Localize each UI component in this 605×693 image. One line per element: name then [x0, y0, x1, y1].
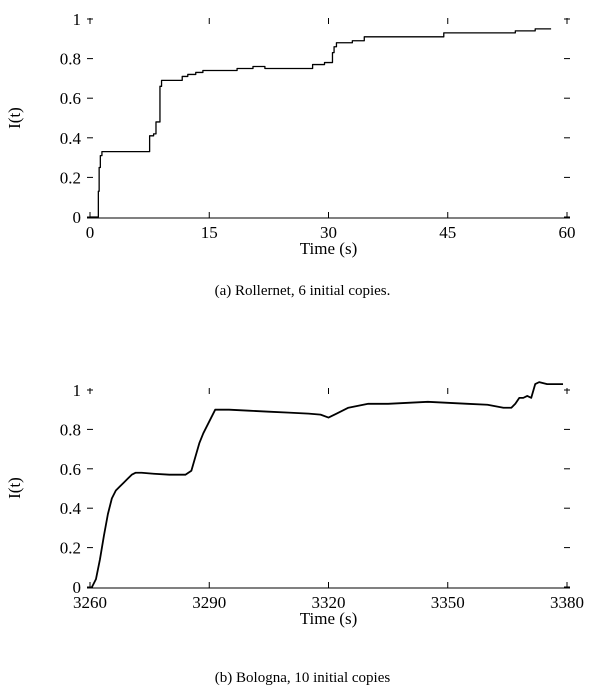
bologna-axes: 0 0.2 0.4 0.6 0.8 1 3260 3290 3320 3350 3380: [60, 381, 584, 612]
caption-bologna: (b) Bologna, 10 initial copies: [214, 670, 391, 686]
rollernet-ytick-label: 0.6: [60, 89, 81, 108]
bologna-ytick-label: 0.6: [60, 460, 81, 479]
bologna-y-axis-title: I(t): [5, 477, 24, 499]
rollernet-xtick-label: 30: [320, 223, 337, 242]
rollernet-ytick-label: 0.8: [60, 50, 81, 69]
rollernet-x-axis-title: Time (s): [300, 239, 357, 258]
chart-bologna: 0 0.2 0.4 0.6 0.8 1 3260 3290 3320 3350 3380 Time (…: [5, 381, 584, 628]
rollernet-xtick-label: 15: [201, 223, 218, 242]
bologna-xtick-label: 3350: [431, 593, 465, 612]
bologna-x-axis-title: Time (s): [300, 609, 357, 628]
bologna-ytick-label: 0.2: [60, 539, 81, 558]
bologna-xtick-label: 3290: [192, 593, 226, 612]
caption-rollernet: (a) Rollernet, 6 initial copies.: [214, 283, 391, 299]
rollernet-ytick-label: 0.4: [60, 129, 82, 148]
rollernet-y-axis-title: I(t): [5, 107, 24, 129]
bologna-xtick-label: 3380: [550, 593, 584, 612]
bologna-ytick-label: 0: [73, 578, 82, 597]
rollernet-xtick-label: 0: [86, 223, 95, 242]
bologna-ytick-label: 0.4: [60, 499, 82, 518]
rollernet-axes: 0 0.2 0.4 0.6 0.8 1 0 15 30 45 60: [60, 10, 576, 242]
rollernet-xtick-label: 60: [559, 223, 576, 242]
rollernet-ytick-label: 0.2: [60, 168, 81, 187]
rollernet-xtick-label: 45: [439, 223, 456, 242]
rollernet-ytick-label: 0: [73, 208, 82, 227]
rollernet-series-line-0: [90, 28, 552, 218]
bologna-series-line-0: [91, 381, 564, 588]
bologna-ytick-label: 0.8: [60, 420, 81, 439]
bologna-ytick-label: 1: [73, 381, 82, 400]
bologna-xtick-label: 3320: [312, 593, 346, 612]
chart-rollernet: 0 0.2 0.4 0.6 0.8 1 0 15 30 45 60 Time (s) I(t): [5, 10, 576, 258]
bologna-xtick-label: 3260: [73, 593, 107, 612]
rollernet-ytick-label: 1: [73, 10, 82, 29]
